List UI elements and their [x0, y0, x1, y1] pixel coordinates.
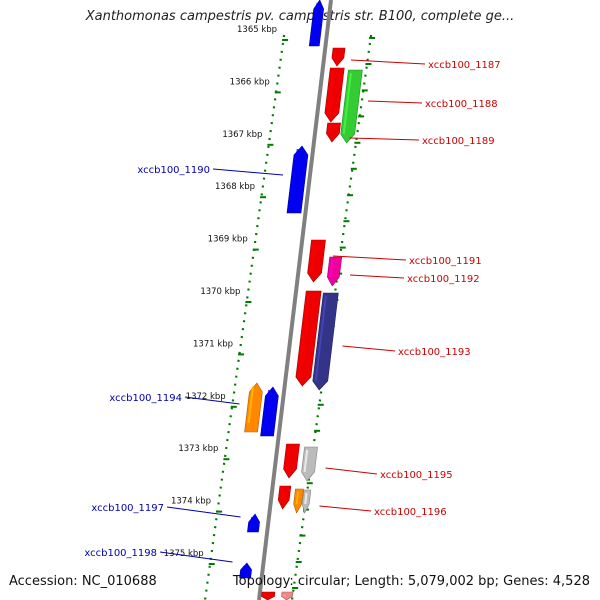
gene-highlight — [333, 50, 337, 59]
ruler-label: 1373 kbp — [178, 444, 218, 454]
gene-arrow — [281, 591, 294, 600]
gene-highlight — [290, 148, 299, 205]
label-connector — [159, 551, 233, 563]
gene-label: xccb100_1192 — [407, 274, 480, 285]
gene-g14 — [277, 485, 292, 510]
label-connector — [349, 274, 405, 279]
gene-label: xccb100_1188 — [425, 99, 498, 110]
gene-xccb100_1192 — [327, 256, 343, 287]
gene-xccb100_1195 — [301, 446, 318, 482]
gene-g19 — [261, 591, 276, 600]
gene-xccb100_1187 — [324, 67, 345, 123]
gene-arrow — [261, 591, 276, 600]
gene-g20 — [281, 591, 294, 600]
ruler-label: 1375 kbp — [164, 549, 204, 559]
gene-arrow — [324, 67, 345, 123]
gene-highlight — [326, 70, 334, 114]
gene-g8 — [295, 290, 322, 387]
gene-g1 — [331, 47, 346, 67]
label-connector — [367, 100, 423, 104]
label-connector — [350, 59, 426, 65]
gene-label: xccb100_1191 — [409, 256, 482, 267]
gene-label: xccb100_1197 — [91, 503, 164, 514]
gene-label: xccb100_1198 — [84, 548, 157, 559]
gene-arrow — [295, 290, 322, 387]
ruler-label: 1370 kbp — [200, 287, 240, 297]
gene-arrow — [277, 485, 292, 510]
gene-xccb100_1197 — [247, 513, 260, 533]
label-connector — [212, 168, 284, 176]
gene-g11 — [260, 386, 279, 437]
genes — [239, 0, 363, 600]
gene-xccb100_1196 — [301, 489, 312, 514]
gene-highlight — [303, 449, 309, 473]
label-connector — [332, 255, 407, 261]
gene-arrow — [312, 292, 339, 391]
gene-arrow — [301, 446, 318, 482]
backbone — [257, 0, 333, 600]
label-connector — [184, 396, 240, 405]
gene-arrow — [239, 562, 252, 579]
gene-highlight — [312, 2, 319, 38]
gene-g0 — [308, 0, 324, 47]
ruler-left — [203, 34, 286, 600]
gene-xccb100_1191 — [307, 239, 326, 283]
gene-highlight — [247, 385, 255, 424]
gene-highlight — [328, 125, 332, 134]
gene-label: xccb100_1190 — [137, 165, 210, 176]
gene-highlight — [297, 293, 310, 378]
ruler-label: 1366 kbp — [230, 77, 270, 87]
gene-xccb100_1188 — [340, 69, 363, 144]
ruler-label: 1371 kbp — [193, 339, 233, 349]
gene-highlight — [280, 488, 284, 501]
gene-xccb100_1189 — [326, 122, 341, 143]
label-connector — [166, 506, 241, 518]
ruler-label: 1365 kbp — [237, 25, 277, 35]
gene-highlight — [250, 516, 254, 525]
gene-label: xccb100_1195 — [380, 470, 453, 481]
backbone-line — [257, 0, 333, 600]
gene-label: xccb100_1189 — [422, 136, 495, 147]
gene-xccb100_1193 — [312, 292, 339, 391]
ruler-label: 1369 kbp — [208, 235, 248, 245]
gene-highlight — [329, 259, 334, 278]
gene-highlight — [314, 295, 327, 382]
gene-labels: xccb100_1187 xccb100_1188 xccb100_1189xccb… — [84, 59, 501, 563]
ruler-label: 1374 kbp — [171, 497, 211, 507]
gene-highlight — [295, 491, 300, 505]
ruler-label: 1367 kbp — [222, 130, 262, 140]
accession-text: Accession: NC_010688 — [9, 574, 157, 589]
gene-xccb100_1198 — [239, 562, 252, 579]
label-connector — [342, 345, 396, 352]
gene-g12 — [283, 443, 300, 479]
gene-g15 — [293, 488, 304, 514]
gene-label: xccb100_1193 — [398, 347, 471, 358]
ruler-label: 1368 kbp — [215, 182, 255, 192]
gene-label: xccb100_1196 — [374, 507, 447, 518]
gene-label: xccb100_1187 — [428, 60, 501, 71]
gene-highlight — [285, 446, 291, 470]
topology-text: Topology: circular; Length: 5,079,002 bp… — [232, 574, 590, 589]
gene-arrow — [301, 489, 312, 514]
map-title: Xanthomonas campestris pv. campestris st… — [85, 9, 515, 24]
gene-highlight — [304, 492, 308, 505]
gene-highlight — [309, 242, 316, 274]
label-connector — [319, 505, 372, 512]
gene-xccb100_1190 — [286, 145, 309, 214]
gene-highlight — [263, 389, 271, 428]
gene-arrow — [331, 47, 346, 67]
gene-arrow — [247, 513, 260, 533]
gene-xccb100_1194 — [244, 382, 263, 433]
gene-arrow — [307, 239, 326, 283]
gene-label: xccb100_1194 — [109, 393, 182, 404]
gene-arrow — [293, 488, 304, 514]
label-connector — [325, 467, 378, 475]
gene-highlight — [342, 72, 353, 135]
gene-arrow — [283, 443, 300, 479]
ruler-label: 1372 kbp — [186, 392, 226, 402]
label-connector — [349, 137, 420, 141]
gene-arrow — [327, 256, 343, 287]
gene-highlight — [242, 565, 246, 572]
